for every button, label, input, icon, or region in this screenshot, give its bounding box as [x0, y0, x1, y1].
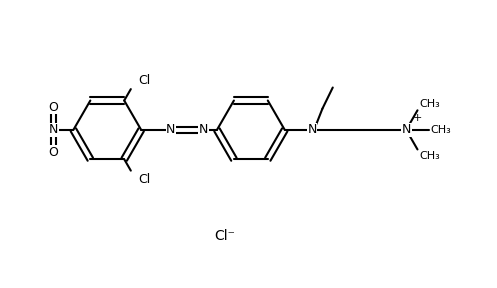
Text: CH₃: CH₃	[431, 125, 451, 135]
Text: O: O	[49, 101, 59, 114]
Text: N: N	[307, 123, 317, 137]
Text: Cl: Cl	[138, 173, 150, 186]
Text: N: N	[402, 123, 411, 137]
Text: O: O	[49, 146, 59, 159]
Text: N: N	[49, 123, 58, 137]
Text: Cl: Cl	[138, 74, 150, 87]
Text: +: +	[413, 113, 422, 123]
Text: N: N	[166, 123, 175, 137]
Text: Cl⁻: Cl⁻	[215, 229, 236, 243]
Text: N: N	[199, 123, 208, 137]
Text: CH₃: CH₃	[419, 99, 440, 109]
Text: CH₃: CH₃	[419, 151, 440, 161]
